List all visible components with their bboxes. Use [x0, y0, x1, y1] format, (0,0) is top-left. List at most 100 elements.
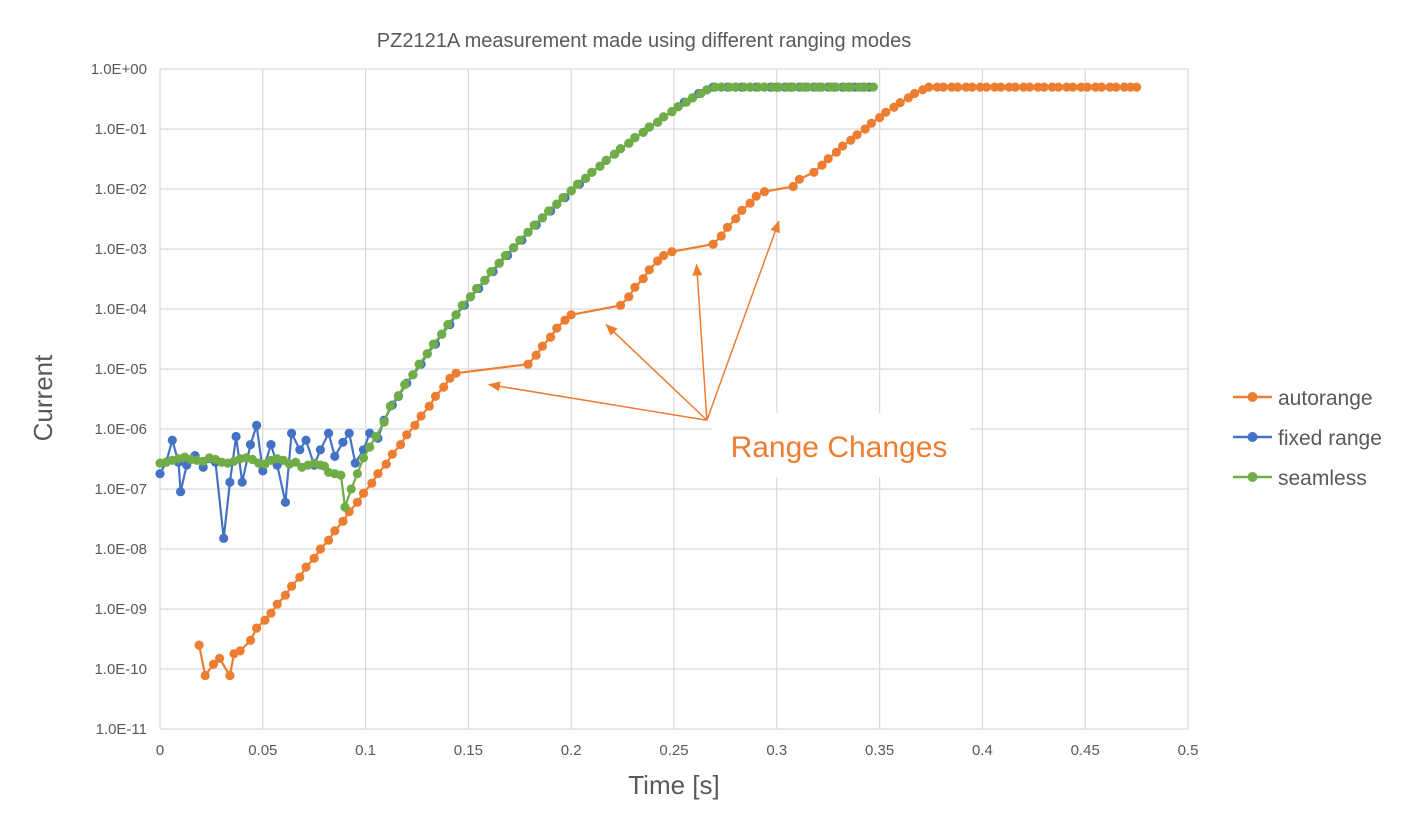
data-point-seamless — [451, 310, 461, 320]
data-point-seamless — [346, 484, 356, 494]
legend-label: seamless — [1278, 467, 1367, 490]
data-point-autorange — [722, 222, 733, 232]
data-point-autorange — [266, 608, 276, 618]
range-changes-annotation: Range Changes — [487, 220, 970, 477]
data-point-autorange — [731, 214, 741, 224]
data-point-autorange — [823, 154, 833, 164]
data-point-autorange — [225, 670, 235, 681]
data-point-seamless — [615, 144, 626, 154]
y-tick-label: 1.0E-05 — [94, 361, 147, 378]
data-point-autorange — [272, 599, 282, 609]
data-point-seamless — [515, 235, 525, 245]
data-point-fixed-range — [155, 469, 165, 479]
data-point-autorange — [330, 526, 340, 536]
y-tick-label: 1.0E-03 — [94, 241, 147, 258]
data-point-autorange — [552, 323, 562, 333]
data-point-autorange — [910, 88, 920, 99]
data-point-autorange — [416, 411, 426, 421]
y-tick-label: 1.0E-02 — [94, 181, 147, 198]
data-point-seamless — [544, 206, 554, 216]
data-point-autorange — [708, 239, 718, 249]
data-point-autorange — [1097, 82, 1107, 92]
data-point-autorange — [546, 332, 556, 342]
data-point-autorange — [566, 310, 576, 320]
data-point-fixed-range — [252, 420, 262, 430]
data-point-seamless — [365, 442, 375, 452]
data-point-autorange — [1025, 82, 1035, 92]
x-tick-label: 0.5 — [1178, 742, 1199, 759]
data-point-seamless — [472, 283, 482, 294]
x-tick-label: 0.45 — [1071, 742, 1100, 759]
annotation-arrow — [487, 381, 708, 421]
data-point-autorange — [659, 250, 669, 261]
data-point-seamless — [537, 213, 548, 223]
data-point-seamless — [687, 93, 698, 103]
data-point-seamless — [358, 453, 369, 463]
data-point-autorange — [860, 124, 870, 134]
data-point-autorange — [287, 581, 297, 591]
data-point-seamless — [774, 82, 784, 92]
data-point-autorange — [881, 107, 891, 117]
x-tick-label: 0.05 — [248, 742, 277, 759]
data-point-seamless — [673, 102, 683, 112]
data-point-autorange — [430, 391, 441, 401]
data-point-autorange — [981, 82, 992, 92]
data-point-autorange — [615, 300, 626, 310]
data-point-seamless — [572, 179, 583, 189]
data-point-autorange — [967, 82, 977, 92]
data-point-autorange — [838, 141, 848, 151]
legend-marker — [1247, 472, 1258, 482]
data-point-autorange — [644, 265, 654, 275]
data-point-autorange — [817, 160, 827, 170]
data-point-autorange — [235, 646, 245, 656]
data-point-autorange — [451, 368, 461, 378]
data-point-fixed-range — [280, 497, 290, 507]
data-point-seamless — [500, 250, 510, 261]
data-point-fixed-range — [315, 445, 325, 455]
data-point-fixed-range — [330, 451, 340, 461]
data-point-autorange — [875, 113, 885, 123]
data-point-autorange — [523, 359, 533, 369]
data-point-seamless — [529, 220, 539, 230]
data-point-autorange — [638, 274, 648, 284]
data-point-fixed-range — [176, 487, 186, 497]
data-point-autorange — [745, 198, 755, 208]
data-point-seamless — [745, 82, 755, 92]
data-point-seamless — [601, 155, 611, 165]
data-point-autorange — [1082, 82, 1092, 92]
series-autorange — [194, 82, 1142, 681]
data-point-fixed-range — [219, 533, 229, 544]
data-point-autorange — [938, 82, 948, 92]
data-point-seamless — [595, 161, 605, 171]
data-point-seamless — [846, 82, 856, 92]
x-axis-title: Time [s] — [628, 770, 719, 800]
data-point-autorange — [1010, 82, 1020, 92]
data-point-autorange — [1039, 82, 1049, 92]
data-point-autorange — [737, 205, 747, 215]
data-point-autorange — [759, 187, 770, 197]
data-point-seamless — [803, 82, 813, 92]
annotation-arrow — [706, 220, 780, 421]
x-tick-label: 0.3 — [766, 742, 787, 759]
data-point-autorange — [794, 174, 805, 184]
data-point-seamless — [371, 431, 381, 442]
data-point-autorange — [846, 135, 856, 145]
data-point-seamless — [788, 82, 798, 92]
y-tick-label: 1.0E-10 — [94, 661, 147, 678]
data-point-autorange — [315, 544, 325, 554]
data-point-autorange — [996, 82, 1006, 92]
data-point-seamless — [523, 227, 533, 237]
data-point-autorange — [208, 659, 219, 669]
data-point-autorange — [338, 516, 348, 526]
data-point-autorange — [1111, 82, 1121, 92]
y-tick-label: 1.0E-11 — [96, 721, 147, 738]
data-point-autorange — [537, 341, 548, 351]
data-point-autorange — [953, 82, 963, 92]
data-point-autorange — [809, 167, 819, 177]
annotation-arrow — [605, 323, 708, 421]
x-axis-ticks: 0 0.05 0.1 0.15 0.2 0.25 0.3 0.35 0.4 0.45 0.5 — [156, 742, 1199, 759]
data-point-seamless — [336, 470, 346, 480]
data-point-seamless — [644, 122, 654, 132]
data-point-autorange — [381, 459, 391, 469]
